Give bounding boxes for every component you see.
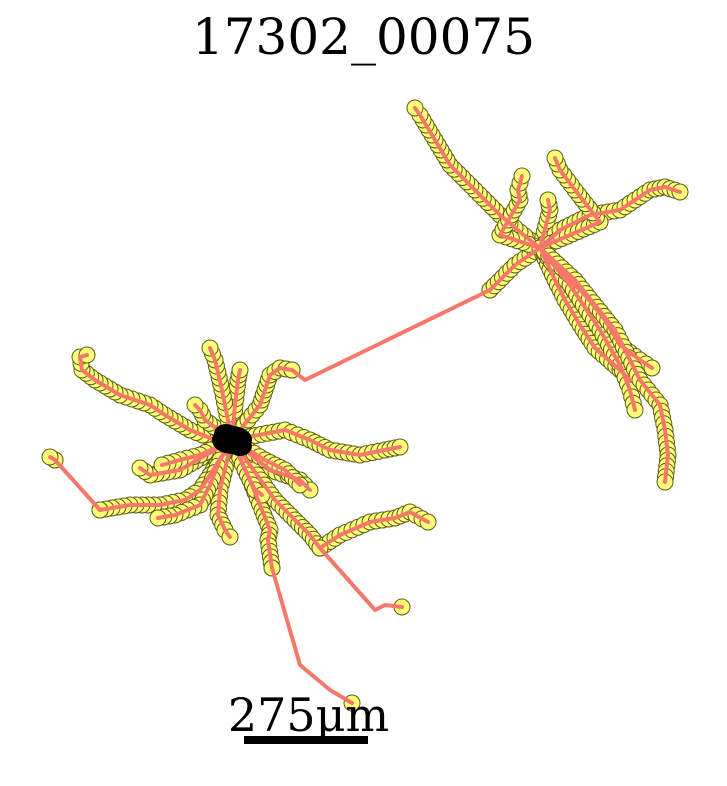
branch-segment [488, 246, 542, 292]
branch-segment [270, 566, 354, 705]
branch-segment [318, 546, 404, 612]
branch-segment [290, 288, 492, 382]
branch-segment [538, 246, 670, 484]
branch-segment [538, 156, 602, 250]
branch-segment [230, 438, 312, 492]
branch-segment [230, 368, 242, 442]
branch-segment [538, 198, 552, 250]
branch-segment [230, 428, 402, 457]
soma [212, 424, 252, 456]
branch-segment [208, 346, 234, 442]
branch-segment [498, 174, 542, 250]
branch-segment [53, 458, 102, 512]
figure-title: 17302_00075 [191, 8, 536, 66]
branch-segment [156, 438, 234, 520]
branch-segment [78, 353, 234, 442]
branch-segment [48, 455, 57, 462]
branch-segment [230, 438, 322, 550]
branch-segment [318, 510, 430, 550]
branch-segment [266, 538, 274, 570]
branch-segment [413, 106, 542, 250]
scale-bar-label: 275μm [227, 688, 390, 742]
branch-segment [538, 246, 637, 412]
branch-segment [230, 366, 294, 442]
branch-segments [48, 106, 682, 705]
branch-segment [98, 438, 234, 512]
branch-segment [138, 438, 234, 477]
node-markers [41, 99, 689, 712]
branch-segment [538, 185, 682, 250]
branch-segment [216, 438, 234, 539]
scale-bar [244, 736, 368, 744]
soma-blob [228, 436, 252, 456]
